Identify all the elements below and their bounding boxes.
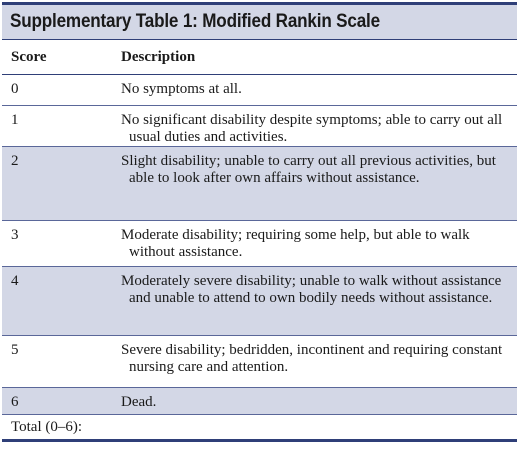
table-title-bar: Supplementary Table 1: Modified Rankin S…	[2, 2, 517, 39]
description-cell: Severe disability; bedridden, incontinen…	[121, 342, 503, 375]
rankin-scale-table: Score Description 0 No symptoms at all. …	[2, 39, 517, 442]
description-cell: Dead.	[121, 394, 157, 410]
total-label: Total (0–6):	[2, 414, 517, 442]
table-row: 2 Slight disability; unable to carry out…	[2, 146, 517, 221]
column-header-score: Score	[2, 39, 115, 75]
table-row: 3 Moderate disability; requiring some he…	[2, 220, 517, 267]
table-row: 1 No significant disability despite symp…	[2, 105, 517, 147]
description-cell: No significant disability despite sympto…	[121, 112, 503, 145]
score-cell: 0	[2, 74, 115, 106]
column-header-description: Description	[115, 39, 517, 75]
table-row: 5 Severe disability; bedridden, incontin…	[2, 335, 517, 388]
score-cell: 5	[2, 335, 115, 388]
description-cell: Slight disability; unable to carry out a…	[121, 153, 496, 186]
description-cell: No symptoms at all.	[121, 81, 242, 97]
table-row: 0 No symptoms at all.	[2, 74, 517, 106]
table-title: Supplementary Table 1: Modified Rankin S…	[10, 11, 380, 32]
total-row: Total (0–6):	[2, 414, 517, 442]
header-row: Score Description	[2, 39, 517, 75]
score-cell: 1	[2, 105, 115, 147]
description-cell: Moderately severe disability; unable to …	[121, 273, 502, 306]
score-cell: 3	[2, 220, 115, 267]
score-cell: 4	[2, 266, 115, 336]
table-row: 4 Moderately severe disability; unable t…	[2, 266, 517, 336]
table-row: 6 Dead.	[2, 387, 517, 415]
score-cell: 6	[2, 387, 115, 415]
score-cell: 2	[2, 146, 115, 221]
description-cell: Moderate disability; requiring some help…	[121, 227, 470, 260]
